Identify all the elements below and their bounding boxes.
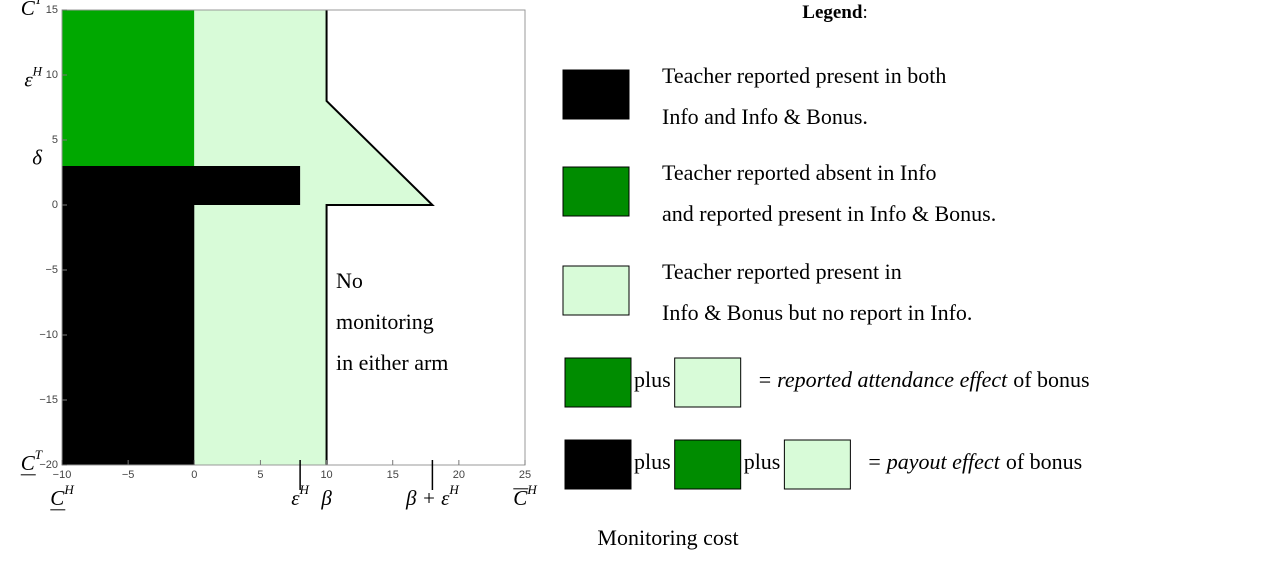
legend-text: Teacher reported present in [662, 259, 902, 284]
y-tick-label: −20 [39, 459, 58, 471]
axis-marker: εH [24, 63, 42, 91]
axis-marker: CT [21, 447, 43, 475]
legend-joiner: plus [634, 449, 671, 474]
legend-text: Info & Bonus but no report in Info. [662, 300, 972, 325]
legend-title-suffix: : [862, 2, 867, 23]
axis-marker: β + εH [405, 482, 459, 510]
y-tick-label: −10 [39, 329, 58, 341]
legend-effect: reported attendance effect [777, 367, 1008, 392]
marker-text: ε [291, 486, 300, 510]
marker-text: C [50, 486, 65, 510]
x-tick-label: 25 [519, 469, 531, 481]
marker-sup: H [299, 482, 310, 497]
legend-swatch [564, 439, 632, 490]
marker-text: ε [24, 67, 33, 91]
annotation: monitoring [336, 309, 434, 334]
axis-marker: δ [32, 145, 43, 169]
axis-marker: CH [513, 482, 537, 510]
x-tick-label: 5 [257, 469, 263, 481]
legend-effect: payout effect [885, 449, 1001, 474]
region [194, 10, 433, 465]
legend-title: Legend: [802, 2, 867, 23]
legend-swatch [783, 439, 851, 490]
legend-joiner: plus [744, 449, 781, 474]
marker-sup: T [35, 0, 43, 7]
y-tick-label: −5 [45, 264, 58, 276]
marker-text: C [21, 451, 36, 475]
x-axis-label: Monitoring cost [597, 525, 738, 550]
axis-marker: CH [50, 482, 74, 510]
y-tick-label: 15 [46, 4, 58, 16]
legend-text: Teacher reported present in both [662, 63, 946, 88]
legend-text: Teacher reported absent in Info [662, 160, 937, 185]
marker-sup: H [448, 482, 459, 497]
x-tick-label: 0 [191, 469, 197, 481]
marker-text: δ [32, 145, 43, 169]
legend-suffix: of bonus [1013, 367, 1089, 392]
x-tick-label: −5 [122, 469, 135, 481]
marker-text: β [320, 486, 332, 510]
legend-swatch [562, 265, 630, 316]
plot-frame [61, 9, 526, 466]
y-tick-label: 10 [46, 69, 58, 81]
axis-marker: εH [291, 482, 309, 510]
legend-swatch [562, 69, 630, 120]
marker-sup: T [35, 447, 43, 462]
legend-equals: = [868, 449, 880, 474]
legend-joiner: plus [634, 367, 671, 392]
legend-text: and reported present in Info & Bonus. [662, 201, 996, 226]
marker-text: C [513, 486, 528, 510]
marker-sup: H [526, 482, 537, 497]
axis-marker: β [320, 486, 332, 510]
legend-swatch [562, 166, 630, 217]
marker-sup: H [63, 482, 74, 497]
legend-title-text: Legend [802, 2, 863, 23]
x-tick-label: −10 [53, 469, 72, 481]
x-tick-label: 20 [453, 469, 465, 481]
x-tick-label: 10 [320, 469, 332, 481]
marker-text: C [21, 0, 36, 20]
annotation: No [336, 268, 363, 293]
legend-text: Info and Info & Bonus. [662, 104, 868, 129]
x-tick-label: 15 [387, 469, 399, 481]
legend-swatch [674, 357, 742, 408]
region [62, 10, 195, 166]
region-boundary [325, 10, 435, 465]
legend-swatch [564, 357, 632, 408]
region [62, 166, 301, 465]
axis-marker: CT [21, 0, 43, 20]
marker-text: β + ε [405, 486, 450, 510]
legend-swatch [674, 439, 742, 490]
legend-equals: = [759, 367, 771, 392]
y-tick-label: 0 [52, 199, 58, 211]
legend-suffix: of bonus [1006, 449, 1082, 474]
y-tick-label: −15 [39, 394, 58, 406]
annotation: in either arm [336, 350, 448, 375]
marker-sup: H [32, 63, 43, 78]
y-tick-label: 5 [52, 134, 58, 146]
